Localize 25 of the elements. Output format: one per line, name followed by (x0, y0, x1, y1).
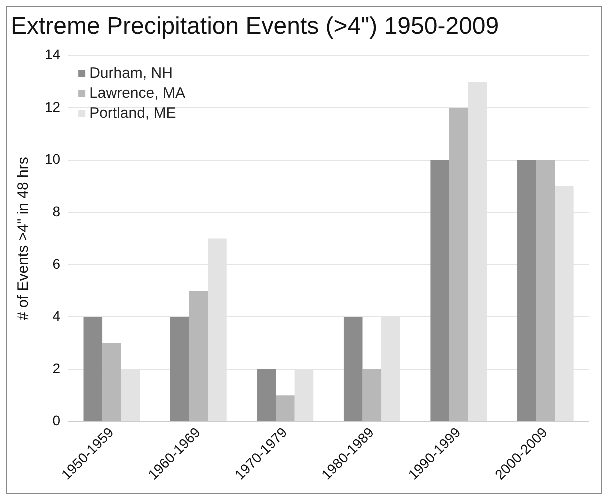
y-tick-label: 6 (52, 256, 61, 272)
y-tick-label: 4 (52, 308, 61, 324)
bar (344, 317, 363, 422)
bar (102, 343, 122, 422)
bar (257, 369, 276, 422)
y-tick-label: 14 (44, 46, 61, 63)
y-tick-label: 10 (44, 151, 61, 168)
y-tick-label: 2 (52, 360, 61, 376)
bar (449, 108, 468, 422)
bar (276, 396, 295, 422)
bar (189, 291, 208, 422)
legend-label: Portland, ME (90, 104, 176, 122)
chart-title: Extreme Precipitation Events (>4") 1950-2009 (11, 13, 500, 40)
bar (430, 160, 450, 422)
bar (517, 160, 536, 422)
legend-label: Durham, NH (90, 64, 173, 82)
bar (84, 317, 103, 422)
y-tick-label: 0 (52, 412, 61, 429)
legend-label: Lawrence, MA (90, 84, 186, 102)
y-tick-label: 12 (44, 98, 61, 115)
bar (170, 317, 190, 422)
y-axis-title: # of Events >4" in 48 hrs (15, 157, 32, 320)
y-tick-label: 8 (52, 204, 61, 220)
bar (536, 160, 556, 422)
bar (362, 369, 382, 422)
